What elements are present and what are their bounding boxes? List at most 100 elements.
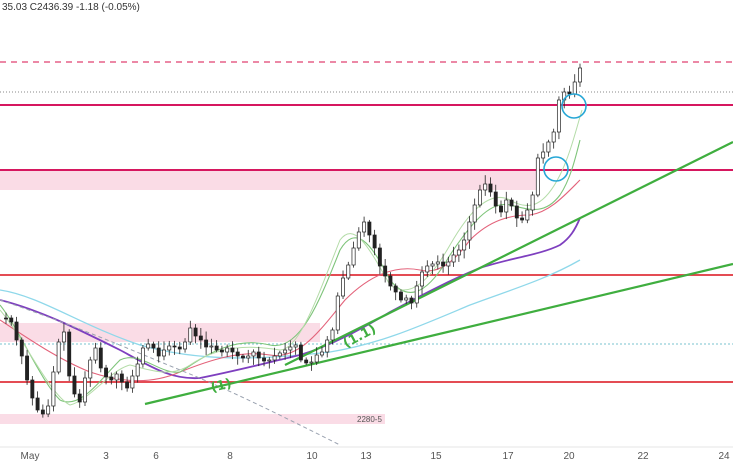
support-zone-upper xyxy=(0,323,320,342)
candle-body xyxy=(209,345,214,348)
candle-body xyxy=(546,141,551,153)
candle-body xyxy=(446,261,451,267)
candle-body xyxy=(262,357,266,362)
candle-body xyxy=(51,371,56,407)
candle-body xyxy=(283,349,288,354)
candle-body xyxy=(520,217,525,221)
candle-body xyxy=(430,263,435,267)
candle-body xyxy=(146,343,151,349)
candle-body xyxy=(504,199,509,213)
candle-body xyxy=(346,264,351,279)
candle-body xyxy=(362,221,367,233)
candle-body xyxy=(156,347,161,357)
candle-body xyxy=(19,339,24,357)
candle-body xyxy=(193,327,198,337)
x-axis-tick-labels: May 3 6 8 10 13 15 17 20 22 24 xyxy=(21,451,730,462)
candle-body xyxy=(309,361,314,364)
candle-body xyxy=(451,254,456,263)
candle-body xyxy=(125,381,130,389)
candle-body xyxy=(404,297,409,301)
candle-body xyxy=(246,355,251,359)
x-tick-label: 13 xyxy=(360,451,372,462)
candle-body xyxy=(267,359,272,362)
candle-body xyxy=(514,205,519,219)
candle-body xyxy=(61,331,66,343)
candle-body xyxy=(320,351,324,356)
candle-body xyxy=(493,191,498,207)
candle-body xyxy=(88,359,93,379)
x-tick-label: 3 xyxy=(103,451,109,462)
candle-body xyxy=(425,265,430,273)
candle-body xyxy=(393,285,398,293)
candle-body xyxy=(383,265,388,277)
x-tick-label: 8 xyxy=(227,451,233,462)
candle-body xyxy=(567,91,572,95)
candle-body xyxy=(67,331,72,377)
candle-body xyxy=(172,345,177,348)
candle-body xyxy=(277,352,282,357)
breakout-circle-upper xyxy=(561,93,587,119)
candle-body xyxy=(83,377,87,403)
candle-body xyxy=(298,344,303,361)
candle-body xyxy=(556,99,561,133)
candle-body xyxy=(183,341,187,350)
candle-body xyxy=(198,335,203,341)
x-tick-label: 10 xyxy=(306,451,318,462)
candle-body xyxy=(98,347,103,369)
candle-body xyxy=(188,327,193,343)
candle-body xyxy=(388,275,393,287)
candle-body xyxy=(377,247,382,267)
candle-body xyxy=(130,375,135,389)
x-tick-label: 20 xyxy=(563,451,575,462)
trendline-upper xyxy=(284,141,733,366)
candle-body xyxy=(551,131,556,143)
candle-body xyxy=(330,329,335,341)
candle-body xyxy=(151,343,156,349)
candle-body xyxy=(256,351,261,359)
candle-body xyxy=(293,344,298,348)
candle-body xyxy=(499,205,503,213)
ohlc-readout: 35.03 C2436.39 -1.18 (-0.05%) xyxy=(2,2,140,13)
candle-body xyxy=(351,247,356,266)
trendlines xyxy=(144,141,733,406)
ma-grey-dashed xyxy=(0,299,341,446)
candle-body xyxy=(325,339,330,353)
candle-body xyxy=(119,373,124,383)
candle-body xyxy=(114,373,119,381)
x-axis: May 3 6 8 10 13 15 17 20 22 24 xyxy=(0,446,733,462)
candles xyxy=(4,63,582,418)
x-tick-label: 17 xyxy=(502,451,514,462)
candle-body xyxy=(9,317,14,323)
candle-body xyxy=(288,346,293,351)
candle-body xyxy=(472,204,477,223)
candle-body xyxy=(93,347,98,361)
candle-body xyxy=(230,347,235,353)
candle-body xyxy=(341,277,345,297)
candle-body xyxy=(56,341,61,373)
candle-body xyxy=(204,339,209,348)
candle-body xyxy=(467,221,472,241)
candle-body xyxy=(304,359,309,364)
candle-body xyxy=(214,345,219,351)
candle-body xyxy=(414,285,419,304)
candle-body xyxy=(367,221,372,236)
candle-body xyxy=(509,199,514,207)
trendline-lower xyxy=(144,262,733,406)
resistance-zone xyxy=(0,170,540,190)
candle-body xyxy=(4,317,8,320)
candle-body xyxy=(530,194,535,211)
candle-body xyxy=(572,81,577,95)
wave-label-1: (1) xyxy=(209,376,233,396)
x-tick-label: 6 xyxy=(153,451,159,462)
candle-body xyxy=(30,379,35,399)
zones: 2280-5 xyxy=(0,170,540,424)
candle-body xyxy=(477,189,482,206)
candle-body xyxy=(483,183,488,191)
candle-body xyxy=(225,347,230,353)
candle-body xyxy=(251,351,256,357)
candle-body xyxy=(356,231,361,249)
candle-body xyxy=(140,347,145,365)
candle-body xyxy=(462,239,467,251)
